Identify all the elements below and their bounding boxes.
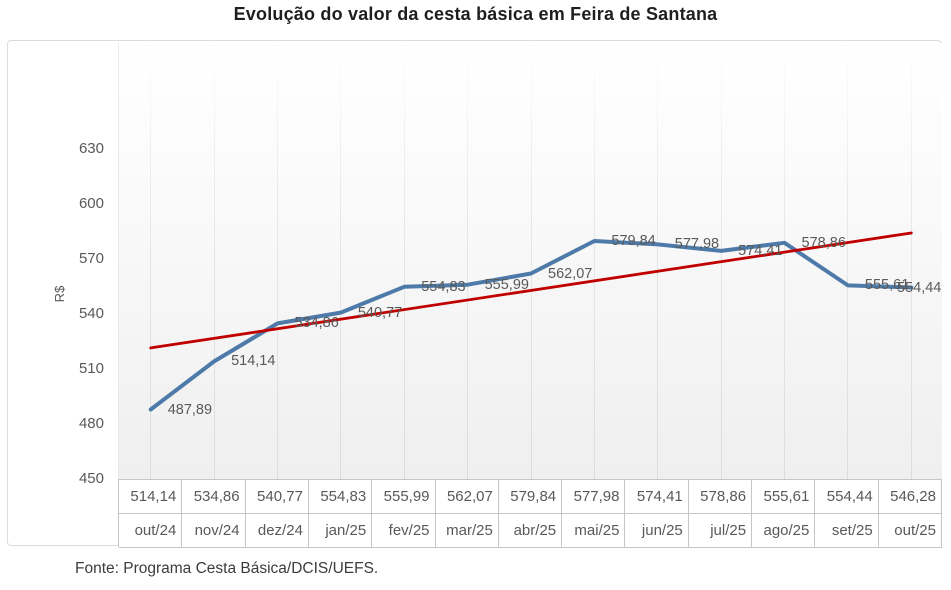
table-value-cell: 546,28 <box>878 480 942 514</box>
table-value-cell: 555,99 <box>372 480 436 514</box>
table-value-cell: 579,84 <box>498 480 563 514</box>
y-tick-label: 630 <box>78 140 104 157</box>
table-month-cell: mai/25 <box>562 514 626 548</box>
table-value-cell: 554,44 <box>815 480 879 514</box>
table-value-cell: 514,14 <box>119 480 183 514</box>
y-tick-label: 510 <box>78 360 104 377</box>
y-tick-label: 540 <box>78 305 104 322</box>
vertical-gridline <box>593 43 595 479</box>
vertical-gridline <box>910 43 912 479</box>
vertical-gridline <box>467 43 469 479</box>
plot-area: 487,89 514,14 534,86 540,77 554,83 555,99 562,… <box>118 43 942 479</box>
vertical-gridline <box>784 43 786 479</box>
data-label: 574,41 <box>738 242 783 259</box>
y-tick-label: 450 <box>78 470 104 487</box>
table-value-cell: 555,61 <box>752 480 816 514</box>
table-value-cell: 574,41 <box>625 480 689 514</box>
vertical-gridline <box>150 43 152 479</box>
vertical-gridline <box>847 43 849 479</box>
source-note: Fonte: Programa Cesta Básica/DCIS/UEFS. <box>75 560 379 577</box>
data-label: 534,86 <box>294 315 339 332</box>
value-line <box>148 239 914 412</box>
data-label: 555,61 <box>864 277 910 294</box>
y-tick-label: 570 <box>78 250 104 267</box>
data-label: 554,44 <box>897 279 942 296</box>
vertical-gridline <box>213 43 215 479</box>
chart-title: Evolução do valor da cesta básica em Fei… <box>233 4 718 24</box>
table-value-cell: 562,07 <box>435 480 499 514</box>
data-label: 514,14 <box>231 353 276 370</box>
table-month-cell: jan/25 <box>308 514 373 548</box>
data-label: 540,77 <box>357 304 403 321</box>
table-month-cell: jun/25 <box>625 514 689 548</box>
vertical-gridline <box>403 43 405 479</box>
table-month-cell: dez/24 <box>245 514 309 548</box>
table-month-cell: nov/24 <box>182 514 246 548</box>
table-month-cell: ago/25 <box>752 514 816 548</box>
chart-frame: R$ 450 480 510 540 570 600 630 487,89 514,14 534… <box>7 40 942 548</box>
table-month-cell: out/25 <box>878 514 942 548</box>
table-month-cell: out/24 <box>119 514 183 548</box>
line-chart-canvas <box>148 231 914 412</box>
trend-line <box>149 231 913 350</box>
table-value-cell: 540,77 <box>245 480 309 514</box>
table-month-cell: jul/25 <box>688 514 753 548</box>
data-label: 577,98 <box>674 236 720 253</box>
table-month-cell: set/25 <box>815 514 879 548</box>
data-label: 487,89 <box>167 401 213 418</box>
table-value-cell: 534,86 <box>182 480 246 514</box>
table-value-cell: 577,98 <box>562 480 626 514</box>
table-value-cell: 578,86 <box>688 480 753 514</box>
x-axis-data-table: 514,14 534,86 540,77 554,83 555,99 562,07 579,… <box>118 479 942 548</box>
table-value-cell: 554,83 <box>308 480 373 514</box>
y-tick-label: 600 <box>78 195 104 212</box>
data-label: 562,07 <box>548 265 593 282</box>
table-month-cell: abr/25 <box>498 514 563 548</box>
table-month-cell: mar/25 <box>435 514 499 548</box>
vertical-gridline <box>530 43 532 479</box>
data-label: 554,83 <box>421 278 466 295</box>
y-tick-label: 480 <box>78 415 104 432</box>
vertical-gridline <box>657 43 659 479</box>
table-month-cell: fev/25 <box>372 514 436 548</box>
vertical-gridline <box>340 43 342 479</box>
data-label: 555,99 <box>484 276 529 293</box>
data-label: 578,86 <box>801 234 846 251</box>
vertical-gridline <box>276 43 278 479</box>
data-label: 579,84 <box>611 232 656 249</box>
